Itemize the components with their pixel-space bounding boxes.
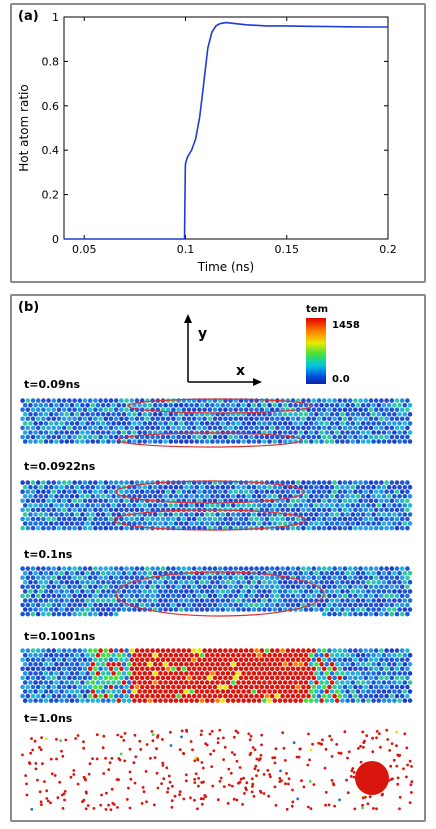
y-tick-label: 0.6 (42, 100, 60, 113)
frame-label-2: t=0.0922ns (24, 460, 96, 473)
droplet-cluster (355, 761, 389, 795)
colorbar-max-label: 1458 (332, 320, 360, 331)
colorbar-min-label: 0.0 (332, 374, 350, 385)
panel-a-label: (a) (18, 9, 39, 24)
highlight-ellipse (117, 432, 303, 448)
x-tick-label: 0.05 (72, 243, 97, 256)
atom-lattice (20, 648, 413, 703)
y-tick-label: 1 (52, 11, 59, 24)
x-axis-label: Time (ns) (197, 260, 254, 274)
atom-lattice (20, 398, 413, 444)
plot-frame (63, 16, 389, 240)
frame-label-3: t=0.1ns (24, 548, 73, 561)
frame-label-1: t=0.09ns (24, 378, 80, 391)
colorbar-gradient (306, 318, 326, 384)
frame-label-5: t=1.0ns (24, 712, 73, 725)
y-tick-label: 0.2 (42, 189, 60, 202)
x-tick-label: 0.15 (275, 243, 300, 256)
frame-label-4: t=0.1001ns (24, 630, 96, 643)
panel-b-label: (b) (18, 300, 40, 315)
panel-a: (a) 0.05 0.1 0.15 0.2 0 0.2 0.4 0.6 0.8 1 Time (n… (10, 3, 426, 283)
colorbar-title: tem (306, 304, 328, 315)
x-tick-label: 0.2 (379, 243, 397, 256)
snapshot-t-1-0ns (21, 728, 414, 811)
snapshot-t-0-1001ns (20, 648, 413, 703)
gas-atoms (21, 728, 414, 811)
atom-lattice (20, 480, 413, 531)
y-tick-label: 0 (52, 233, 59, 246)
x-axis-name: x (236, 363, 245, 379)
highlight-ellipse (115, 480, 305, 504)
highlight-ellipse (127, 398, 313, 414)
hot-atom-ratio-chart: 0.05 0.1 0.15 0.2 0 0.2 0.4 0.6 0.8 1 Time (ns) H… (17, 11, 397, 274)
x-tick-label: 0.1 (177, 243, 195, 256)
x-arrow-head (253, 378, 262, 386)
y-tick-label: 0.8 (42, 55, 60, 68)
xy-axes-indicator: y x (184, 314, 262, 386)
y-tick-label: 0.4 (42, 144, 60, 157)
highlight-ellipse (113, 509, 307, 531)
snapshot-t-0-0922ns (20, 480, 413, 531)
highlight-ellipse (115, 571, 325, 617)
snapshot-t-0-1ns (20, 566, 413, 617)
y-arrow-head (184, 314, 192, 323)
snapshot-t-0-09ns (20, 398, 413, 448)
y-axis-name: y (198, 326, 207, 342)
panel-b: (b) y x tem 1458 0.0 t=0.09ns t=0.0922ns… (10, 294, 426, 822)
atom-lattice (20, 566, 413, 617)
y-axis-label: Hot atom ratio (17, 84, 31, 171)
series-line-hot-atom-ratio (64, 21, 388, 240)
